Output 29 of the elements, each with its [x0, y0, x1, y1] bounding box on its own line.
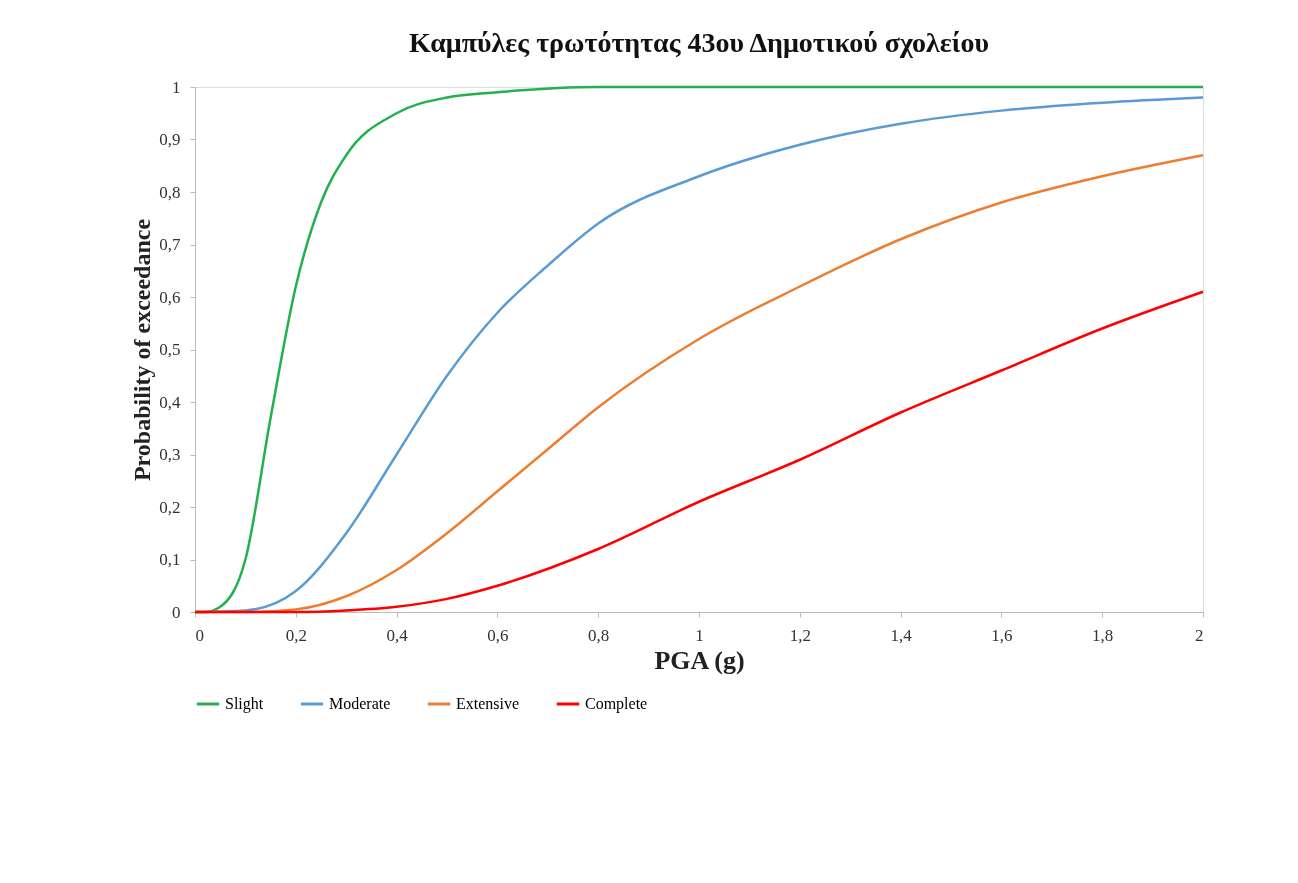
y-tick-label: 0,3	[159, 445, 181, 464]
y-tick-label: 0,8	[159, 182, 181, 202]
x-tick-label: 1,8	[1092, 625, 1114, 645]
x-tick-label: 1,4	[890, 625, 913, 645]
x-tick-label: 2	[1195, 625, 1204, 645]
y-tick-label: 0,7	[159, 235, 181, 254]
chart-title: Καμπύλες τρωτότητας 43ου Δημοτικού σχολείου	[408, 27, 990, 58]
y-tick-label: 0,1	[159, 550, 181, 569]
x-tick-label: 0,6	[487, 625, 509, 645]
x-tick-label: 0,2	[285, 625, 307, 645]
x-axis-title: PGA (g)	[654, 645, 745, 675]
y-tick-label: 0,6	[159, 287, 181, 307]
y-tick-label: 1	[172, 77, 181, 97]
y-tick-label: 0,4	[159, 392, 181, 412]
y-tick-label: 0	[172, 602, 181, 622]
x-tick-label: 0,4	[386, 625, 409, 645]
x-tick-label: 0	[195, 625, 204, 645]
y-axis-title: Probability of exceedance	[129, 218, 156, 482]
y-tick-label: 0,9	[159, 130, 181, 149]
x-tick-label: 1	[695, 625, 704, 645]
y-tick-label: 0,2	[159, 497, 181, 517]
y-tick-label: 0,5	[159, 340, 181, 359]
legend-label: Complete	[585, 695, 648, 713]
x-tick-label: 1,2	[789, 625, 811, 645]
legend-label: Extensive	[456, 695, 520, 712]
x-tick-label: 1,6	[991, 625, 1013, 645]
legend-label: Moderate	[329, 695, 391, 712]
legend-label: Slight	[225, 695, 264, 713]
x-tick-label: 0,8	[588, 625, 610, 645]
